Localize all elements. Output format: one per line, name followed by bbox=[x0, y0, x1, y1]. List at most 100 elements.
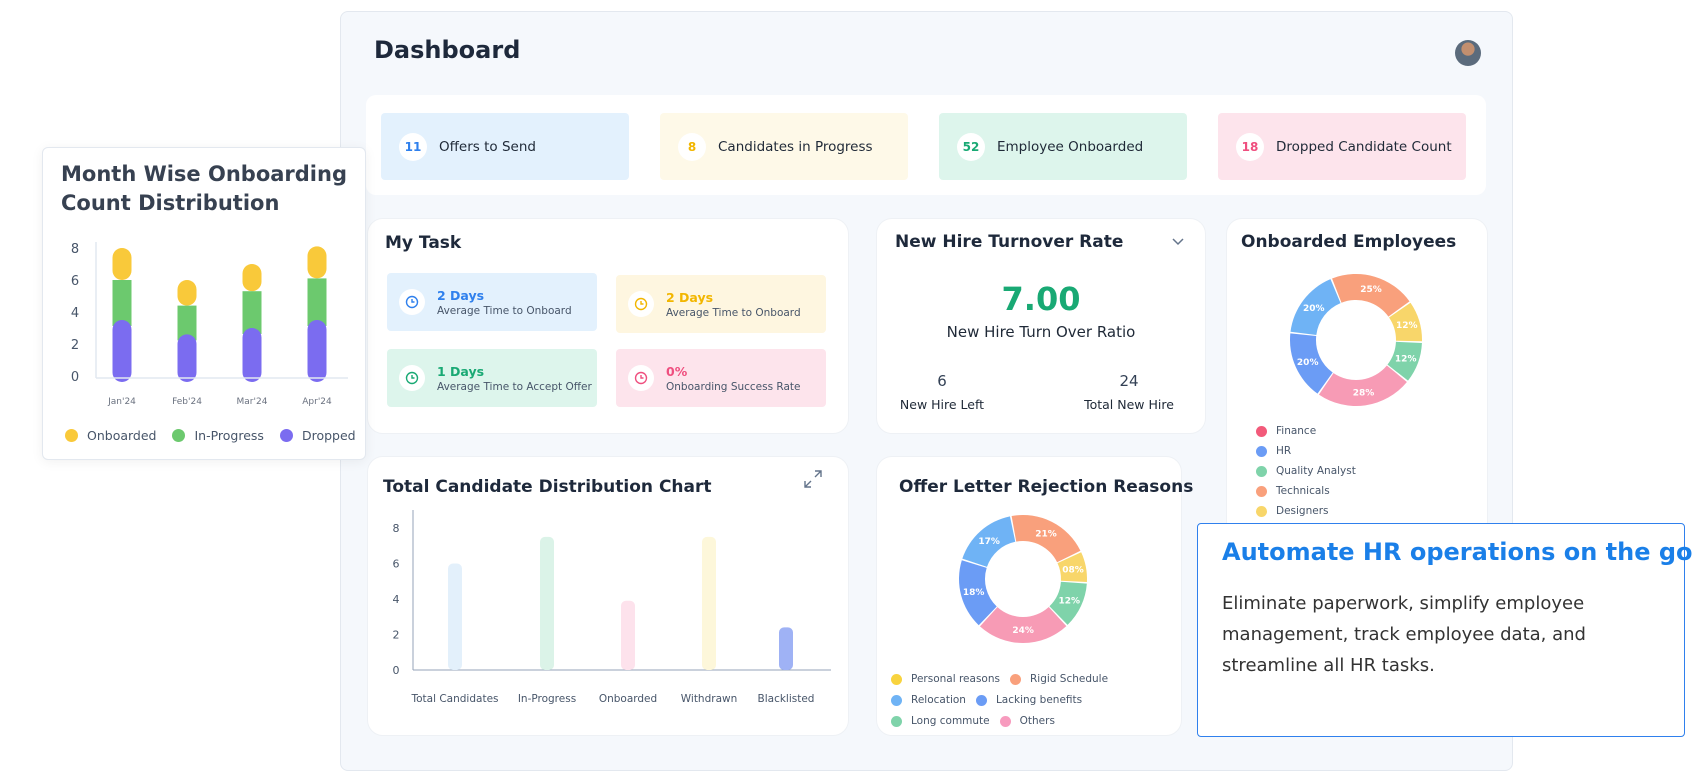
stat-card[interactable]: 8 Candidates in Progress bbox=[660, 113, 908, 180]
y-tick-label: 2 bbox=[393, 629, 400, 642]
x-tick-label: Jan'24 bbox=[107, 397, 136, 407]
task-value: 2 Days bbox=[437, 287, 485, 303]
legend-label: Onboarded bbox=[87, 428, 157, 443]
y-tick-label: 0 bbox=[71, 370, 79, 385]
task-value: 1 Days bbox=[437, 363, 485, 379]
legend-swatch bbox=[891, 694, 902, 706]
legend-label: Others bbox=[1019, 715, 1055, 727]
donut-slice bbox=[1318, 365, 1407, 406]
turnover-value: 7.00 bbox=[1001, 280, 1081, 318]
donut-slice-label: 18% bbox=[963, 588, 985, 598]
distribution-card bbox=[367, 456, 849, 736]
legend-label: Personal reasons bbox=[911, 673, 1000, 685]
legend-item: Relocation bbox=[891, 694, 966, 706]
legend-item: HR bbox=[1256, 441, 1356, 461]
x-tick-label: Total Candidates bbox=[410, 693, 498, 705]
x-tick-label: In-Progress bbox=[518, 693, 576, 705]
legend-label: Dropped bbox=[301, 428, 356, 443]
rejection-legend: Personal reasons Rigid Schedule Relocation… bbox=[891, 673, 1181, 727]
legend-item: Lacking benefits bbox=[975, 694, 1083, 706]
month-chart-title-line2: Count Distribution bbox=[61, 191, 280, 215]
total-new-hire-count: 24 bbox=[1119, 372, 1139, 390]
donut-slice-label: 20% bbox=[1297, 358, 1319, 368]
legend-swatch bbox=[999, 715, 1011, 727]
avatar[interactable] bbox=[1455, 40, 1481, 66]
legend-swatch bbox=[891, 673, 902, 685]
task-item[interactable]: 1 Days Average Time to Accept Offer bbox=[387, 349, 597, 407]
stat-label: Employee Onboarded bbox=[997, 138, 1144, 155]
donut-slice bbox=[1049, 581, 1087, 625]
task-label: Average Time to Onboard bbox=[437, 304, 572, 317]
distribution-bar bbox=[702, 536, 716, 670]
donut-slice bbox=[959, 560, 997, 626]
distribution-bar-chart: 0 2 4 6 8 Total Candidates In-Progress Onboarde… bbox=[393, 510, 831, 705]
rejection-card bbox=[876, 456, 1182, 736]
donut-slice-label: 20% bbox=[1303, 304, 1325, 314]
stacked-bar-segment bbox=[307, 320, 327, 382]
donut-slice bbox=[1290, 333, 1333, 394]
clock-icon bbox=[628, 365, 654, 391]
donut-slice bbox=[1011, 515, 1081, 563]
donut-slice-label: 12% bbox=[1058, 597, 1080, 607]
task-item[interactable]: 0% Onboarding Success Rate bbox=[616, 349, 826, 407]
legend-item: Technicals bbox=[1256, 481, 1356, 501]
expand-icon[interactable] bbox=[802, 468, 824, 490]
stacked-bar-segment bbox=[307, 246, 327, 279]
stat-count-badge: 8 bbox=[678, 132, 706, 161]
rejection-title: Offer Letter Rejection Reasons bbox=[899, 477, 1194, 497]
legend-swatch bbox=[1009, 673, 1021, 685]
stat-card[interactable]: 18 Dropped Candidate Count bbox=[1218, 113, 1466, 180]
donut-slice bbox=[1057, 552, 1087, 582]
legend-swatch bbox=[1256, 465, 1267, 477]
donut-slice-label: 25% bbox=[1360, 285, 1382, 295]
task-item[interactable]: 2 Days Average Time to Onboard bbox=[387, 273, 597, 331]
donut-slice-label: 17% bbox=[978, 537, 1000, 547]
y-tick-label: 6 bbox=[71, 274, 79, 289]
legend-label: Lacking benefits bbox=[995, 694, 1083, 706]
page-title: Dashboard bbox=[374, 36, 521, 64]
onboarded-legend: Finance HR Quality Analyst Technicals Design… bbox=[1256, 421, 1356, 521]
clock-icon bbox=[628, 291, 654, 317]
stacked-bar-segment bbox=[112, 248, 132, 280]
stat-count-badge: 11 bbox=[399, 132, 427, 161]
donut-slice bbox=[1389, 302, 1422, 342]
legend-item: Rigid Schedule bbox=[1009, 673, 1108, 685]
month-chart-legend: Onboarded In-Progress Dropped bbox=[65, 428, 372, 443]
stacked-bar-segment bbox=[112, 320, 132, 382]
legend-label: Relocation bbox=[911, 694, 966, 706]
x-tick-label: Onboarded bbox=[599, 693, 657, 705]
donut-slice-label: 28% bbox=[1353, 388, 1375, 398]
task-label: Average Time to Accept Offer bbox=[437, 380, 592, 393]
stat-card[interactable]: 52 Employee Onboarded bbox=[939, 113, 1187, 180]
legend-label: Technicals bbox=[1276, 485, 1330, 497]
stacked-bar-segment bbox=[112, 280, 132, 326]
donut-slice-label: 21% bbox=[1035, 529, 1057, 539]
donut-slice bbox=[1290, 279, 1341, 335]
legend-label: HR bbox=[1276, 445, 1292, 457]
clock-icon bbox=[399, 365, 425, 391]
legend-item: Long commute bbox=[891, 715, 990, 727]
month-chart-title: Month Wise Onboarding Count Distribution bbox=[61, 160, 347, 218]
legend-label: In-Progress bbox=[194, 428, 264, 443]
clock-icon bbox=[399, 289, 425, 315]
stacked-bar-segment bbox=[242, 264, 262, 292]
donut-slice bbox=[962, 516, 1016, 567]
stat-count-badge: 18 bbox=[1236, 132, 1264, 161]
legend-item: Quality Analyst bbox=[1256, 461, 1356, 481]
task-item[interactable]: 2 Days Average Time to Onboard bbox=[616, 275, 826, 333]
chevron-down-icon[interactable] bbox=[1170, 233, 1186, 249]
legend-swatch bbox=[975, 694, 987, 706]
legend-swatch bbox=[279, 429, 293, 442]
legend-item: Dropped bbox=[279, 428, 356, 443]
distribution-bar bbox=[448, 563, 462, 670]
legend-swatch bbox=[1256, 425, 1267, 437]
distribution-bar bbox=[540, 536, 554, 670]
donut-slice-label: 08% bbox=[1062, 565, 1084, 575]
legend-swatch bbox=[1256, 485, 1267, 497]
stat-card[interactable]: 11 Offers to Send bbox=[381, 113, 629, 180]
onboarded-donut-chart: 25% 12% 12% 28% 20% 20% bbox=[1290, 274, 1422, 406]
donut-slice bbox=[1387, 341, 1422, 381]
y-tick-label: 6 bbox=[393, 558, 400, 571]
rejection-donut-chart: 21% 08% 12% 24% 18% 17% bbox=[959, 515, 1087, 643]
legend-swatch bbox=[1256, 445, 1267, 457]
